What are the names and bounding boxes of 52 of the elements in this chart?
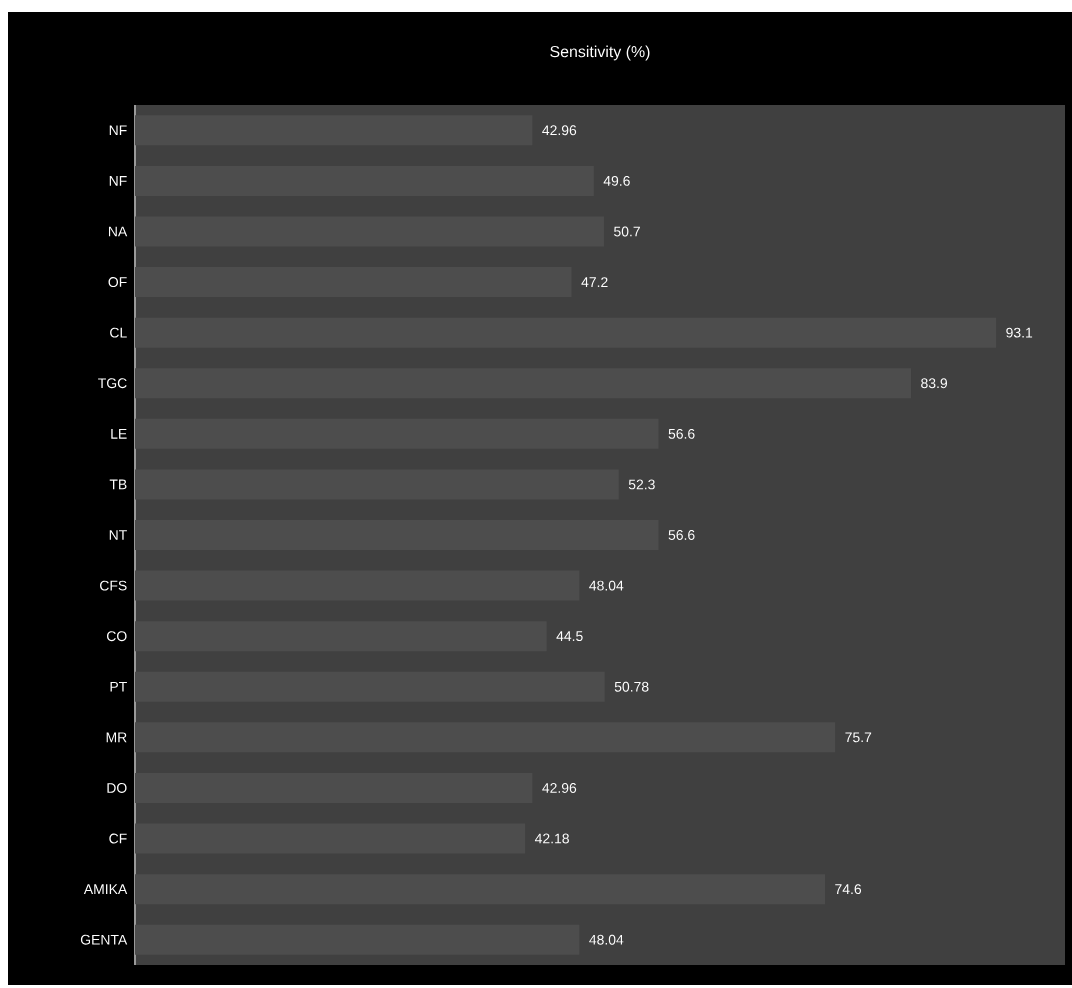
bar: [135, 418, 659, 449]
bar: [135, 216, 604, 247]
data-label: 48.04: [589, 934, 624, 945]
data-label: 42.18: [534, 833, 569, 844]
bar: [135, 520, 659, 551]
y-tick-label: NA: [108, 226, 128, 237]
data-label: 42.96: [542, 125, 577, 136]
data-label: 50.78: [614, 681, 649, 692]
data-label: 83.9: [921, 378, 948, 389]
y-tick-label: NT: [109, 530, 127, 540]
chart-title: Sensitivity (%): [550, 45, 650, 61]
y-tick-label: NF: [109, 125, 127, 136]
bar: [135, 469, 619, 500]
bar: [135, 570, 580, 601]
data-label: 48.04: [589, 580, 624, 591]
data-label: 93.1: [1006, 327, 1033, 338]
y-tick-label: TB: [109, 479, 127, 490]
y-tick-label: CO: [107, 631, 127, 642]
y-tick-label: PT: [110, 681, 127, 692]
bar: [135, 115, 533, 146]
bar: [135, 671, 605, 702]
bar: [135, 772, 533, 803]
bar: [135, 267, 572, 298]
y-tick-label: CFS: [100, 580, 127, 591]
data-label: 52.3: [628, 479, 655, 490]
y-tick-label: AMIKA: [83, 884, 128, 894]
data-label: 49.6: [603, 175, 630, 186]
y-tick-label: LE: [111, 429, 127, 439]
bar: [135, 368, 912, 399]
bar: [135, 722, 836, 753]
bar: [135, 823, 526, 854]
data-label: 50.7: [614, 226, 640, 237]
data-label: 56.6: [668, 530, 695, 540]
y-tick-label: DO: [107, 783, 127, 793]
bar: [135, 621, 547, 652]
y-tick-label: TGC: [98, 378, 127, 389]
bar: [135, 165, 594, 196]
bar: [135, 317, 997, 348]
data-label: 56.6: [668, 428, 695, 439]
data-label: 75.7: [845, 732, 872, 743]
y-tick-label: NF: [109, 176, 127, 186]
y-tick-label: MR: [106, 732, 127, 743]
data-label: 42.96: [542, 783, 577, 793]
y-tick-label: OF: [108, 277, 127, 287]
data-label: 47.2: [581, 277, 608, 287]
y-tick-label: CF: [109, 833, 127, 844]
bar: [135, 924, 580, 955]
data-label: 74.6: [835, 884, 862, 895]
y-tick-label: GENTA: [80, 934, 128, 945]
data-label: 44.5: [556, 631, 583, 642]
bar: [135, 874, 825, 905]
y-tick-label: CL: [110, 327, 127, 338]
